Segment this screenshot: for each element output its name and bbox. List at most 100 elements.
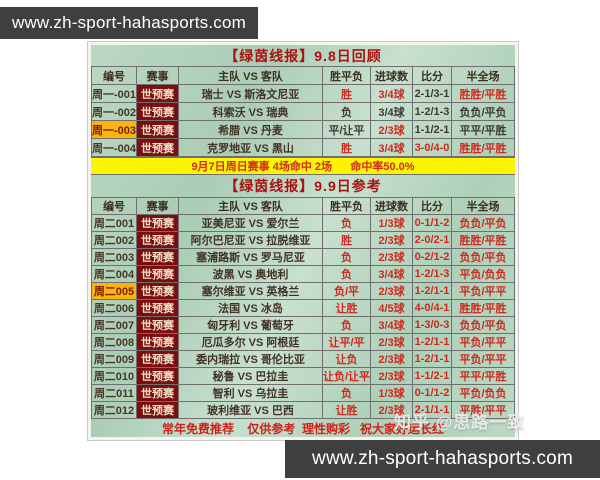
cell-prediction: 平负/平平: [451, 333, 515, 351]
table-row: 周二004 世预赛 波黑 VS 奥地利负 3/4球 1-2/1-3 平负/负负: [91, 265, 515, 283]
cell-league: 世预赛: [136, 84, 179, 103]
cell-prediction: 负负/平负: [451, 316, 515, 334]
cell-teams: 塞浦路斯 VS 罗马尼亚: [178, 248, 323, 266]
cell-match-id: 周二004: [91, 265, 137, 283]
column-header: 胜平负: [322, 197, 371, 215]
cell-match-id: 周一-002: [91, 102, 137, 121]
cell-league: 世预赛: [136, 384, 179, 402]
cell-match-id: 周二003: [91, 248, 137, 266]
column-header: 比分: [412, 197, 452, 215]
column-header: 比分: [412, 66, 452, 85]
cell-prediction: 负: [322, 214, 371, 232]
review-table: 编号 赛事 主队 VS 客队 胜平负 进球数 比分 半全场 周一-001 世预赛 瑞士 VS 斯…: [91, 66, 515, 157]
cell-league: 世预赛: [136, 316, 179, 334]
column-header: 编号: [91, 197, 137, 215]
cell-prediction: 2/3球: [370, 231, 413, 249]
cell-prediction: 胜: [322, 138, 371, 157]
cell-teams: 波黑 VS 奥地利: [178, 265, 323, 283]
cell-prediction: 2-1/1-1: [412, 401, 452, 419]
cell-prediction: 1-3/0-3: [412, 316, 452, 334]
cell-prediction: 平平/平胜: [451, 120, 515, 139]
table-row: 周二006 世预赛 法国 VS 冰岛 让胜 4/5球 4-0/4-1 胜胜/平胜: [91, 299, 515, 317]
cell-prediction: 2/3球: [370, 120, 413, 139]
cell-prediction: 负: [322, 384, 371, 402]
cell-prediction: 平/让平: [322, 120, 371, 139]
table-row: 周一-004 世预赛 克罗地亚 VS 黑山胜 3/4球 3-0/4-0 胜胜/平胜: [91, 138, 515, 157]
cell-prediction: 让负/让平: [322, 367, 371, 385]
cell-teams: 玻利维亚 VS 巴西: [178, 401, 323, 419]
cell-prediction: 3/4球: [370, 138, 413, 157]
cell-prediction: 负负/平负: [451, 248, 515, 266]
table-row: 周二011 世预赛 智利 VS 乌拉圭负 1/3球 0-1/1-2 平负/负负: [91, 384, 515, 402]
review-section-title: 【绿茵线报】9.8日回顾: [224, 47, 382, 64]
column-header: 主队 VS 客队: [178, 197, 323, 215]
column-header: 主队 VS 客队: [178, 66, 323, 85]
reference-table: 编号 赛事 主队 VS 客队 胜平负 进球数 比分 半全场 周二001 世预赛 亚美尼亚 VS …: [91, 197, 515, 419]
cell-prediction: 3/4球: [370, 84, 413, 103]
cell-prediction: 平负/平平: [451, 350, 515, 368]
cell-teams: 科索沃 VS 瑞典: [178, 102, 323, 121]
cell-league: 世预赛: [136, 214, 179, 232]
cell-prediction: 负: [322, 102, 371, 121]
cell-prediction: 1-1/2-1: [412, 120, 452, 139]
cell-league: 世预赛: [136, 102, 179, 121]
cell-prediction: 2/3球: [370, 401, 413, 419]
column-header: 赛事: [136, 66, 179, 85]
cell-prediction: 1-2/1-1: [412, 350, 452, 368]
cell-prediction: 2/3球: [370, 248, 413, 266]
cell-prediction: 3/4球: [370, 265, 413, 283]
hit-rate-banner: 9月7日周日赛事 4场命中 2场 命中率50.0%: [91, 157, 515, 175]
cell-prediction: 平负/平平: [451, 282, 515, 300]
cell-match-id: 周二006: [91, 299, 137, 317]
cell-prediction: 胜: [322, 84, 371, 103]
zhihu-watermark: 知乎 @思路一致: [394, 413, 526, 432]
table-row: 周二012 世预赛 玻利维亚 VS 巴西 让胜 2/3球 2-1/1-1 平胜/平平: [91, 401, 515, 419]
cell-league: 世预赛: [136, 248, 179, 266]
cell-prediction: 胜胜/平胜: [451, 84, 515, 103]
cell-prediction: 胜胜/平胜: [451, 231, 515, 249]
bottom-url-bar: www.zh-sport-hahasports.com: [285, 440, 600, 478]
cell-prediction: 2/3球: [370, 367, 413, 385]
column-header: 赛事: [136, 197, 179, 215]
cell-prediction: 胜: [322, 231, 371, 249]
cell-teams: 瑞士 VS 斯洛文尼亚: [178, 84, 323, 103]
cell-match-id: 周二007: [91, 316, 137, 334]
top-url-text: www.zh-sport-hahasports.com: [11, 13, 247, 32]
cell-match-id: 周一-003: [91, 120, 137, 139]
cell-teams: 智利 VS 乌拉圭: [178, 384, 323, 402]
cell-teams: 法国 VS 冰岛: [178, 299, 323, 317]
column-header: 编号: [91, 66, 137, 85]
cell-prediction: 0-1/1-2: [412, 214, 452, 232]
cell-prediction: 1-1/2-1: [412, 367, 452, 385]
cell-match-id: 周一-001: [91, 84, 137, 103]
column-header: 进球数: [370, 197, 413, 215]
table-row: 周一-001 世预赛 瑞士 VS 斯洛文尼亚胜 3/4球 2-1/3-1 胜胜/平胜: [91, 84, 515, 103]
cell-match-id: 周二001: [91, 214, 137, 232]
cell-match-id: 周二002: [91, 231, 137, 249]
cell-prediction: 0-2/1-2: [412, 248, 452, 266]
cell-league: 世预赛: [136, 299, 179, 317]
cell-teams: 厄瓜多尔 VS 阿根廷: [178, 333, 323, 351]
cell-league: 世预赛: [136, 231, 179, 249]
cell-prediction: 2/3球: [370, 282, 413, 300]
cell-prediction: 3-0/4-0: [412, 138, 452, 157]
cell-prediction: 胜胜/平胜: [451, 138, 515, 157]
cell-prediction: 负负/平负: [451, 102, 515, 121]
cell-prediction: 1-2/1-1: [412, 282, 452, 300]
cell-league: 世预赛: [136, 138, 179, 157]
cell-prediction: 2-1/3-1: [412, 84, 452, 103]
cell-league: 世预赛: [136, 350, 179, 368]
column-header: 半全场: [451, 66, 515, 85]
cell-teams: 委内瑞拉 VS 哥伦比亚: [178, 350, 323, 368]
cell-match-id: 周二008: [91, 333, 137, 351]
cell-teams: 克罗地亚 VS 黑山: [178, 138, 323, 157]
cell-prediction: 1-2/1-3: [412, 265, 452, 283]
cell-league: 世预赛: [136, 401, 179, 419]
cell-match-id: 周二011: [91, 384, 137, 402]
cell-prediction: 负/平: [322, 282, 371, 300]
table-row: 周二003 世预赛 塞浦路斯 VS 罗马尼亚负 2/3球 0-2/1-2 负负/平负: [91, 248, 515, 266]
cell-prediction: 胜胜/平胜: [451, 299, 515, 317]
table-row: 周二007 世预赛 匈牙利 VS 葡萄牙负 3/4球 1-3/0-3 负负/平负: [91, 316, 515, 334]
cell-league: 世预赛: [136, 333, 179, 351]
table-row: 周一-002 世预赛 科索沃 VS 瑞典负 3/4球 1-2/1-3 负负/平负: [91, 102, 515, 121]
